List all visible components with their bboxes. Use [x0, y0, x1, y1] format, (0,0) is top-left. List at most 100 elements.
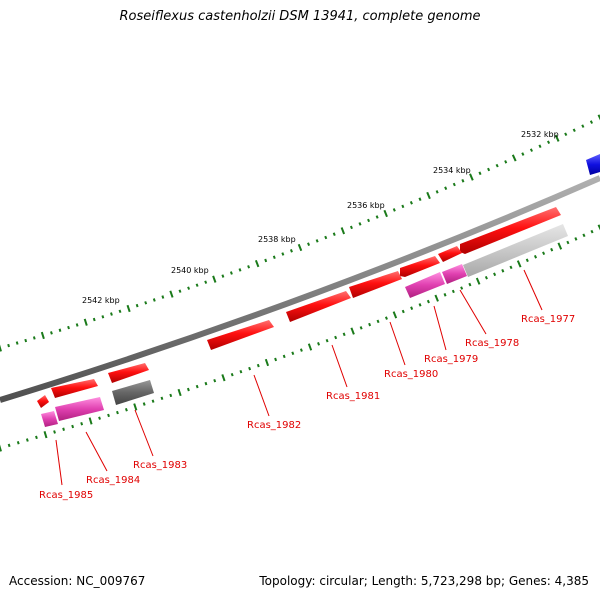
inner-tick: [475, 277, 481, 285]
alt-rcas-1985: [41, 411, 58, 427]
outer-tick: [67, 325, 70, 330]
gene-label-rcas-1977[interactable]: Rcas_1977: [521, 314, 575, 325]
outer-tick: [212, 275, 217, 283]
outer-tick: [521, 152, 525, 156]
inner-tick: [124, 407, 128, 412]
outer-tick: [426, 191, 431, 200]
outer-tick: [461, 179, 465, 183]
inner-tick: [80, 422, 84, 426]
outer-tick: [144, 301, 148, 305]
outer-tick: [187, 286, 191, 290]
genome-backbone: [0, 175, 600, 403]
inner-tick: [186, 387, 190, 392]
inner-tick: [376, 319, 380, 324]
inner-tick: [177, 388, 182, 397]
inner-tick: [107, 413, 110, 418]
gene-label-rcas-1985[interactable]: Rcas_1985: [39, 490, 93, 501]
outer-tick: [0, 344, 2, 352]
outer-tick: [572, 128, 576, 133]
outer-tick: [452, 182, 456, 187]
alt-rcas-1977: [463, 224, 568, 277]
outer-tick: [289, 249, 293, 253]
leader-rcas-1984: [85, 431, 108, 472]
forward-cds-track: [37, 154, 600, 408]
inner-tick-ring: [0, 224, 600, 452]
inner-tick: [582, 233, 586, 238]
alt-rcas-1979: [405, 272, 445, 298]
cds-rcas-1979: [400, 256, 440, 277]
inner-tick: [169, 393, 173, 398]
cds-other-blue: [586, 154, 600, 175]
outer-tick: [83, 318, 88, 326]
inner-tick: [142, 402, 146, 406]
outer-tick: [581, 124, 585, 128]
inner-tick: [501, 269, 505, 273]
scale-labels: 2532 kbp 2534 kbp 2536 kbp 2538 kbp 2540…: [82, 130, 559, 305]
alt-rcas-1984: [55, 397, 104, 421]
outer-tick: [126, 304, 131, 313]
inner-tick: [35, 435, 38, 440]
outer-tick: [444, 186, 448, 190]
inner-tick: [213, 378, 217, 383]
outer-tick: [272, 255, 276, 260]
accession-text: Accession: NC_009767: [9, 574, 146, 588]
outer-tick: [75, 323, 79, 327]
inner-tick: [195, 384, 199, 389]
inner-tick: [133, 403, 138, 411]
gene-label-rcas-1980[interactable]: Rcas_1980: [384, 369, 438, 380]
outer-tick: [15, 341, 19, 345]
inner-tick: [317, 342, 321, 346]
scale-label-2532: 2532 kbp: [521, 130, 559, 139]
outer-tick: [349, 225, 353, 230]
inner-tick: [566, 240, 570, 245]
outer-tick: [435, 190, 439, 194]
gene-label-rcas-1982[interactable]: Rcas_1982: [247, 420, 301, 431]
gene-label-rcas-1984[interactable]: Rcas_1984: [86, 475, 140, 486]
gene-label-rcas-1981[interactable]: Rcas_1981: [326, 391, 380, 402]
outer-tick: [247, 265, 251, 269]
outer-tick: [169, 290, 174, 298]
inner-tick: [71, 424, 75, 429]
scale-label-2540: 2540 kbp: [171, 266, 209, 275]
inner-tick: [451, 289, 455, 294]
inner-tick: [264, 358, 270, 367]
inner-tick: [484, 275, 488, 280]
outer-tick: [340, 227, 346, 235]
inner-tick: [542, 251, 546, 256]
outer-tick: [264, 258, 268, 263]
outer-tick: [50, 331, 53, 335]
inner-tick: [350, 327, 355, 335]
inner-tick: [16, 441, 20, 445]
scale-label-2542: 2542 kbp: [82, 296, 120, 305]
leader-rcas-1980: [389, 321, 406, 366]
outer-tick: [297, 243, 303, 252]
cds-rcas-1983: [108, 363, 149, 383]
outer-tick: [478, 171, 482, 176]
inner-tick: [62, 427, 65, 431]
gene-label-rcas-1983[interactable]: Rcas_1983: [133, 460, 187, 471]
outer-tick: [324, 235, 328, 240]
outer-tick: [504, 160, 508, 164]
inner-tick: [334, 335, 338, 340]
inner-tick: [0, 444, 2, 452]
outer-tick: [589, 120, 594, 124]
gene-label-rcas-1978[interactable]: Rcas_1978: [465, 338, 519, 349]
inner-tick: [359, 326, 363, 330]
inner-tick: [25, 438, 29, 442]
outer-tick: [392, 208, 396, 212]
outer-tick: [529, 148, 534, 152]
inner-tick: [557, 242, 563, 250]
inner-tick: [204, 381, 208, 386]
map-title: Roseiflexus castenholzii DSM 13941, comp…: [119, 9, 481, 24]
leader-rcas-1982: [253, 374, 270, 417]
inner-tick: [550, 247, 554, 252]
gene-label-rcas-1979[interactable]: Rcas_1979: [424, 354, 478, 365]
cds-rcas-1981: [286, 291, 351, 322]
inner-tick: [443, 293, 447, 297]
inner-tick: [392, 311, 398, 319]
outer-tick: [546, 140, 551, 145]
outer-tick: [597, 114, 600, 121]
inner-tick: [525, 258, 529, 263]
inner-tick: [418, 303, 422, 307]
inner-tick: [151, 399, 155, 403]
